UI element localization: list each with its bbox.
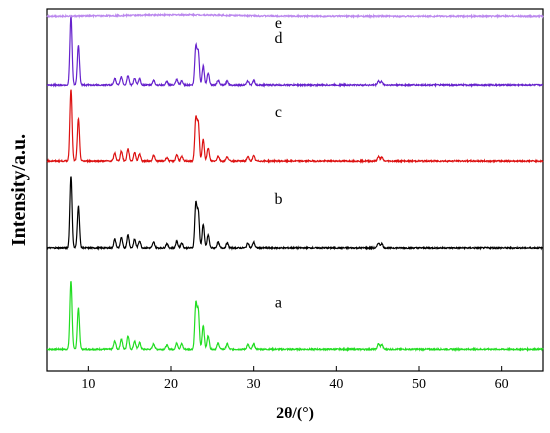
x-tick-label: 40	[329, 377, 343, 392]
plot-frame	[46, 8, 544, 372]
series-line-c	[46, 89, 544, 164]
x-tick-label: 10	[81, 377, 95, 392]
x-tick-label: 20	[164, 377, 178, 392]
series-line-e	[46, 12, 544, 20]
series-line-b	[46, 176, 544, 251]
x-axis-label: 2θ/(°)	[276, 405, 314, 422]
series-layer	[46, 12, 544, 353]
x-axis: 10 20 30 40 50 60	[81, 366, 509, 392]
y-axis-label: Intensity/a.u.	[8, 134, 30, 246]
series-label-layer: a b c de	[274, 15, 282, 311]
x-tick-label: 50	[412, 377, 426, 392]
series-label-c: c	[275, 104, 282, 121]
series-line-a	[46, 281, 544, 353]
series-label-a: a	[275, 294, 282, 311]
series-label-e: e	[275, 15, 282, 32]
series-label-b: b	[274, 191, 282, 208]
x-tick-label: 60	[495, 377, 509, 392]
series-label-d: d	[274, 30, 282, 47]
x-tick-label: 30	[247, 377, 261, 392]
series-line-d	[46, 16, 544, 88]
